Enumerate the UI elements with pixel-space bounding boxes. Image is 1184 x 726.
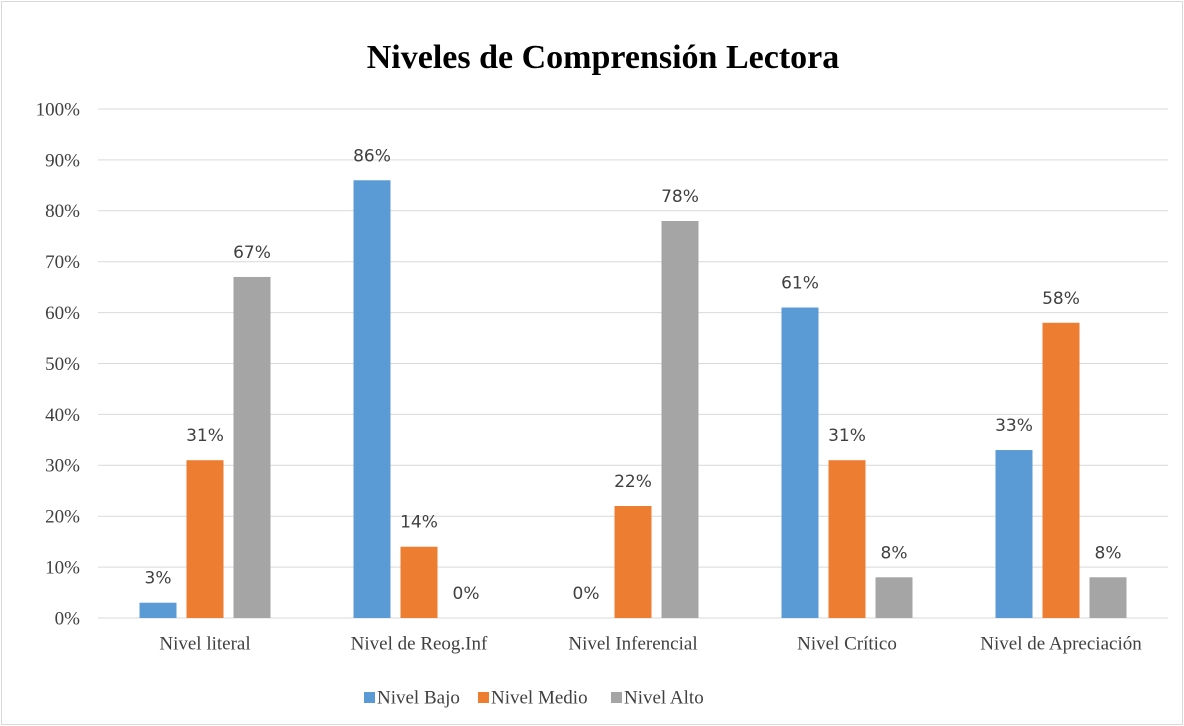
data-label: 61%: [781, 274, 819, 294]
data-label: 86%: [353, 146, 391, 166]
bar: [661, 220, 699, 619]
y-tick-label: 10%: [45, 557, 80, 578]
y-tick-label: 50%: [45, 354, 80, 375]
legend-label: Nivel Alto: [624, 687, 704, 708]
y-tick-label: 100%: [36, 99, 81, 120]
data-label: 67%: [233, 243, 271, 263]
data-label: 58%: [1042, 289, 1080, 309]
bar: [614, 506, 652, 618]
bar: [139, 602, 177, 618]
data-label: 33%: [995, 416, 1033, 436]
x-tick-label: Nivel de Reog.Inf: [351, 633, 488, 654]
data-label: 78%: [661, 187, 699, 207]
x-tick-label: Nivel literal: [159, 633, 250, 654]
y-tick-label: 40%: [45, 405, 80, 426]
data-label: 22%: [614, 472, 652, 492]
y-tick-label: 70%: [45, 252, 80, 273]
bar: [400, 546, 438, 618]
bar: [875, 577, 913, 618]
bar: [828, 460, 866, 618]
bar: [1042, 322, 1080, 618]
data-label: 8%: [1095, 543, 1122, 563]
legend-label: Nivel Bajo: [377, 687, 460, 708]
legend-swatch: [611, 692, 622, 703]
data-label: 8%: [881, 543, 908, 563]
legend-label: Nivel Medio: [491, 687, 588, 708]
legend-swatch: [478, 692, 489, 703]
data-label: 0%: [453, 584, 480, 604]
x-tick-label: Nivel Crítico: [797, 633, 897, 654]
bar: [1089, 577, 1127, 618]
chart-title: Niveles de Comprensión Lectora: [367, 39, 839, 76]
y-tick-label: 80%: [45, 201, 80, 222]
data-label: 14%: [400, 513, 438, 533]
y-tick-label: 90%: [45, 150, 80, 171]
x-tick-label: Nivel de Apreciación: [980, 633, 1142, 654]
y-tick-label: 0%: [55, 608, 81, 629]
bar: [186, 460, 224, 618]
x-tick-label: Nivel Inferencial: [568, 633, 697, 654]
y-tick-label: 60%: [45, 303, 80, 324]
legend-swatch: [364, 692, 375, 703]
bar: [995, 450, 1033, 618]
data-label: 31%: [186, 426, 224, 446]
bar: [233, 276, 271, 618]
data-label: 0%: [573, 584, 600, 604]
bar: [781, 307, 819, 618]
y-tick-label: 20%: [45, 507, 80, 528]
bar: [353, 180, 391, 618]
data-label: 31%: [828, 426, 866, 446]
data-label: 3%: [145, 569, 172, 589]
y-tick-label: 30%: [45, 456, 80, 477]
